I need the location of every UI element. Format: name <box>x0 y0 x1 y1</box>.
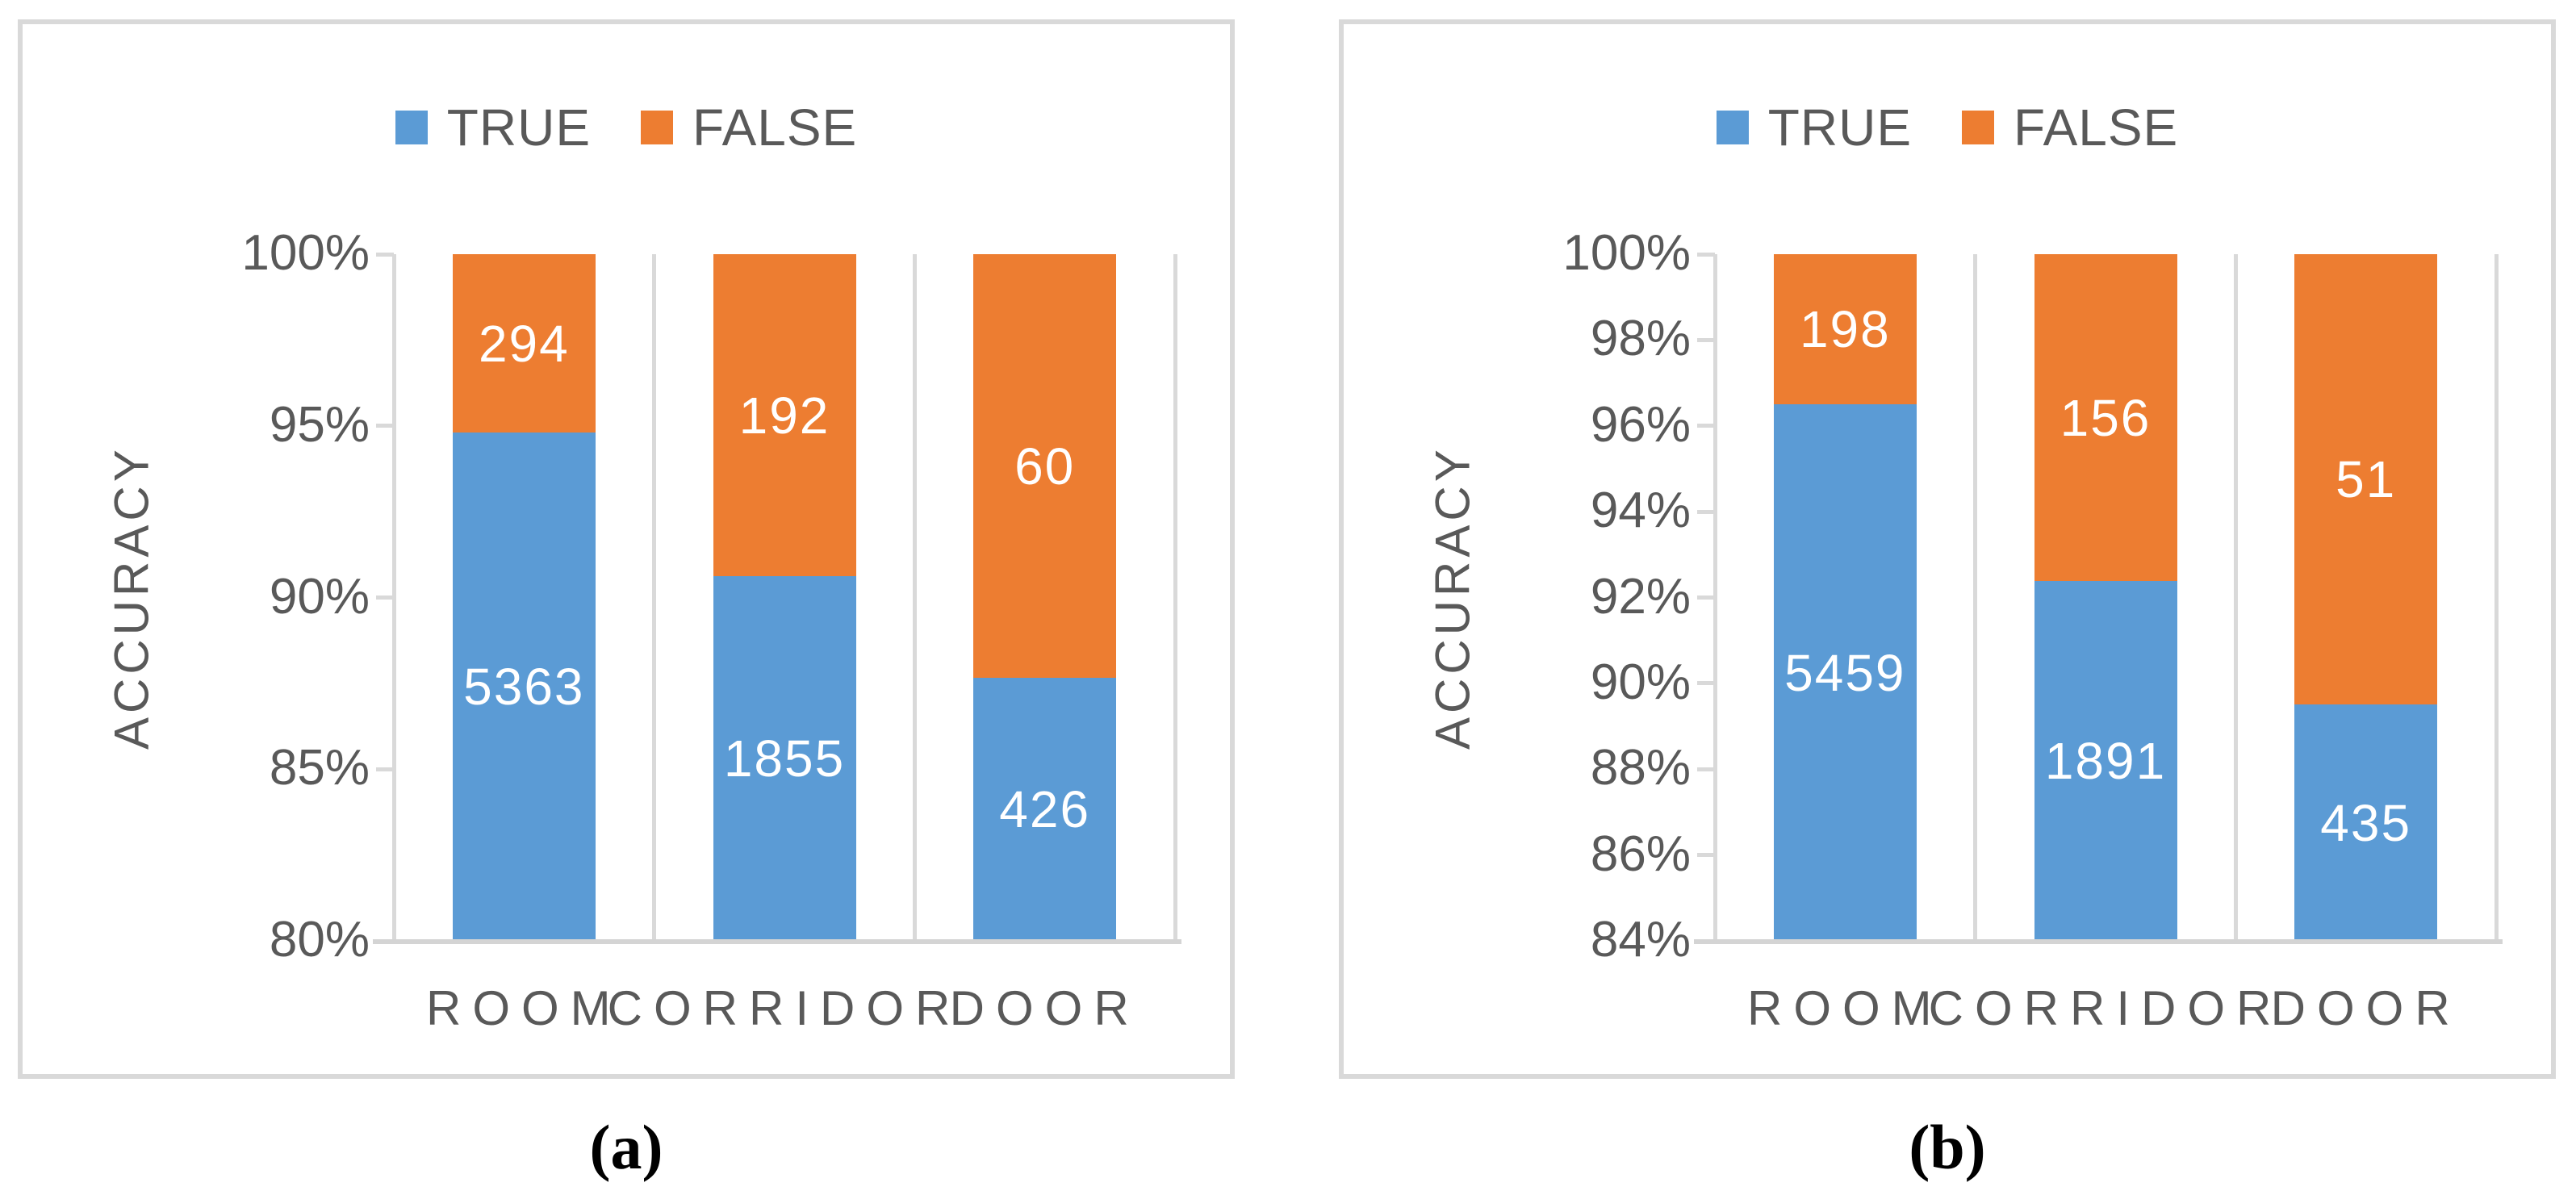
x-axis-line <box>1694 939 2503 944</box>
caption-a: (a) <box>589 1112 663 1182</box>
caption-b: (b) <box>1909 1112 1986 1182</box>
legend-item-false: FALSE <box>641 102 857 153</box>
bar-segment-true <box>1773 404 1917 941</box>
y-tick-mark <box>376 767 394 771</box>
bar-segment-true <box>2294 704 2438 941</box>
y-tick-label: 86% <box>1590 825 1691 882</box>
y-tick-mark <box>1697 767 1715 771</box>
bar-value-label-false: 198 <box>1799 300 1891 359</box>
y-tick-mark <box>376 424 394 428</box>
bar-value-label-true: 1891 <box>2044 732 2167 791</box>
y-tick-label: 94% <box>1590 482 1691 538</box>
bar-value-label-true: 435 <box>2320 793 2412 852</box>
legend-label-true: TRUE <box>446 98 591 157</box>
y-axis-line <box>391 254 396 941</box>
bar-segment-true <box>452 433 596 941</box>
bar-value-label-false: 192 <box>738 386 830 445</box>
bar-segment-false <box>2294 254 2438 705</box>
bar-value-label-false: 294 <box>478 314 570 373</box>
category-gridline <box>2233 254 2238 941</box>
bar-segment-true <box>713 576 856 941</box>
plot-area: 294 5363 192 1855 60 426 <box>391 254 1177 941</box>
legend: TRUE FALSE <box>1344 102 2551 153</box>
bar-value-label-false: 60 <box>1014 437 1076 495</box>
y-tick-mark <box>1697 681 1715 686</box>
plot-area: 198 5459 156 1891 51 435 <box>1712 254 2499 941</box>
bar-segment-false <box>452 254 596 433</box>
y-tick-label: 90% <box>269 568 370 625</box>
y-tick-mark <box>1697 596 1715 600</box>
category-gridline <box>912 254 917 941</box>
bar-value-label-true: 5363 <box>463 658 585 717</box>
y-tick-label: 100% <box>241 224 370 281</box>
legend-label-true: TRUE <box>1767 98 1912 157</box>
bar-segment-false <box>713 254 856 577</box>
bar-value-label-false: 51 <box>2336 450 2397 509</box>
x-axis-line <box>373 939 1181 944</box>
chart-panel-b: TRUE FALSE ACCURACY 198 5459 156 1891 51 435 … <box>1339 19 2556 1079</box>
y-tick-mark <box>1697 424 1715 428</box>
y-tick-label: 80% <box>269 911 370 967</box>
x-category-label: ROOM <box>1747 981 1943 1035</box>
x-category-label: CORRIDOR <box>607 981 962 1035</box>
legend-item-true: TRUE <box>1716 98 1912 157</box>
y-axis-line <box>1712 254 1717 941</box>
category-gridline <box>1173 254 1177 941</box>
y-tick-label: 95% <box>269 396 370 453</box>
legend-item-false: FALSE <box>1962 102 2178 153</box>
y-tick-label: 88% <box>1590 740 1691 796</box>
bar-segment-false <box>973 254 1117 679</box>
y-tick-label: 100% <box>1562 224 1691 281</box>
y-tick-label: 98% <box>1590 311 1691 367</box>
bar-value-label-false: 156 <box>2060 388 2152 447</box>
legend-true-swatch-icon <box>395 111 428 144</box>
y-tick-label: 90% <box>1590 654 1691 710</box>
y-tick-mark <box>376 596 394 600</box>
legend: TRUE FALSE <box>23 102 1230 153</box>
x-category-label: ROOM <box>426 981 622 1035</box>
x-category-label: CORRIDOR <box>1928 981 2283 1035</box>
y-tick-label: 85% <box>269 740 370 796</box>
legend-item-true: TRUE <box>395 102 591 153</box>
bar-value-label-true: 5459 <box>1784 643 1906 702</box>
y-tick-mark <box>1697 509 1715 514</box>
legend-false-swatch-icon <box>1962 111 1994 144</box>
legend-true-swatch-icon <box>1716 111 1749 144</box>
y-tick-label: 84% <box>1590 911 1691 967</box>
bar-segment-true <box>2034 581 2177 941</box>
legend-label-false: FALSE <box>692 98 858 157</box>
bar-value-label-true: 1855 <box>723 729 846 788</box>
legend-false-swatch-icon <box>641 111 673 144</box>
y-tick-mark <box>1697 337 1715 342</box>
y-tick-mark <box>376 252 394 257</box>
bar-segment-false <box>1773 254 1917 405</box>
category-gridline <box>652 254 657 941</box>
y-tick-label: 92% <box>1590 568 1691 625</box>
bar-segment-true <box>973 678 1117 941</box>
x-category-label: DOOR <box>949 981 1140 1035</box>
bar-segment-false <box>2034 254 2177 582</box>
legend-label-false: FALSE <box>2014 98 2179 157</box>
chart-panel-a: TRUE FALSE ACCURACY 294 5363 192 1855 60 426 … <box>18 19 1235 1079</box>
y-tick-label: 96% <box>1590 396 1691 453</box>
x-category-label: DOOR <box>2270 981 2461 1035</box>
y-tick-mark <box>1697 853 1715 858</box>
category-gridline <box>2494 254 2499 941</box>
category-gridline <box>1973 254 1978 941</box>
bar-value-label-true: 426 <box>999 780 1091 839</box>
y-tick-mark <box>1697 252 1715 257</box>
